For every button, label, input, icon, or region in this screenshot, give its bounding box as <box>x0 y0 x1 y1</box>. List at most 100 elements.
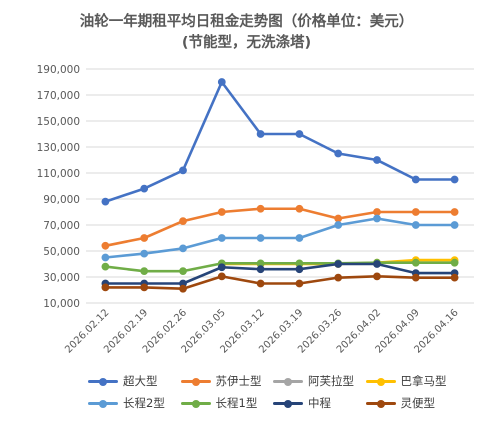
data-point <box>217 272 226 281</box>
legend-swatch <box>365 374 396 388</box>
data-point <box>217 234 226 242</box>
data-point <box>179 217 187 226</box>
series-2 <box>101 204 459 250</box>
legend-item: 中程 <box>273 395 366 411</box>
legend-marker <box>376 399 385 408</box>
series-line <box>104 80 456 203</box>
data-point <box>140 283 149 292</box>
data-point <box>140 267 149 276</box>
data-point <box>179 267 187 276</box>
series-line <box>104 217 456 259</box>
data-point <box>217 263 226 272</box>
legend-label: 超大型 <box>123 374 158 388</box>
series-1 <box>101 78 459 206</box>
legend-item: 灵便型 <box>365 395 459 411</box>
data-point <box>101 241 110 250</box>
data-point <box>217 208 226 216</box>
data-point <box>101 253 110 262</box>
legend-label: 长程1型 <box>215 396 258 410</box>
series-line <box>104 275 456 290</box>
data-point <box>256 130 265 138</box>
data-point <box>450 258 459 267</box>
data-point <box>101 197 110 206</box>
data-point <box>295 204 304 213</box>
data-point <box>411 208 420 216</box>
series-5 <box>101 214 459 262</box>
legend-item: 巴拿马型 <box>365 373 459 389</box>
legend-item: 阿芙拉型 <box>273 373 366 389</box>
data-point <box>411 273 420 282</box>
data-point <box>101 283 110 292</box>
data-point <box>256 234 265 242</box>
data-point <box>411 175 420 184</box>
series-8 <box>101 272 459 293</box>
legend-label: 中程 <box>308 396 331 410</box>
y-tick-label: 10,000 <box>43 298 80 310</box>
y-tick-label: 90,000 <box>43 194 80 206</box>
data-point <box>179 284 187 293</box>
data-point <box>256 204 265 213</box>
legend-marker <box>99 377 107 386</box>
legend-swatch <box>273 374 303 388</box>
data-point <box>411 221 420 229</box>
legend-marker <box>284 399 292 408</box>
legend-label: 巴拿马型 <box>400 374 447 388</box>
legend-marker <box>99 399 107 408</box>
data-point <box>334 221 343 229</box>
y-tick-label: 30,000 <box>43 272 80 284</box>
chart-subtitle: (节能型，无洗涤塔) <box>181 35 312 51</box>
data-point <box>450 175 459 184</box>
data-point <box>295 234 304 242</box>
series-line <box>104 262 456 285</box>
data-point <box>256 279 265 288</box>
data-point <box>450 208 459 216</box>
data-point <box>373 260 381 268</box>
data-point <box>295 265 304 274</box>
y-tick-label: 70,000 <box>43 220 80 232</box>
legend-item: 长程1型 <box>180 395 274 411</box>
data-point <box>373 156 381 164</box>
data-point <box>140 249 149 258</box>
chart-legend: 超大型 苏伊士型 阿芙拉型 巴拿马型长程2型 长程1型 中程 灵便型 <box>88 373 458 411</box>
data-point <box>140 184 149 193</box>
series-line <box>104 261 456 273</box>
y-tick-label: 50,000 <box>43 246 80 258</box>
data-point <box>179 166 187 175</box>
data-point <box>295 130 304 138</box>
legend-marker <box>191 399 200 408</box>
data-point <box>334 260 343 268</box>
data-point <box>334 273 343 282</box>
data-point <box>101 262 110 271</box>
legend-label: 灵便型 <box>400 396 436 410</box>
legend-label: 长程2型 <box>123 396 165 410</box>
legend-item: 苏伊士型 <box>180 373 274 389</box>
data-point <box>334 214 343 223</box>
data-point <box>140 234 149 242</box>
legend-swatch <box>180 374 211 388</box>
data-point <box>373 214 381 223</box>
legend-swatch <box>88 374 118 388</box>
legend-label: 阿芙拉型 <box>308 374 354 388</box>
legend-marker <box>284 377 292 386</box>
data-point <box>450 273 459 282</box>
data-point <box>256 265 265 274</box>
chart-title: 油轮一年期租平均日租金走势图（价格单位：美元） <box>79 14 414 30</box>
y-tick-label: 110,000 <box>37 168 80 180</box>
data-point <box>217 78 226 86</box>
y-tick-label: 150,000 <box>37 116 80 128</box>
data-point <box>411 258 420 267</box>
legend-marker <box>376 377 385 386</box>
legend-swatch <box>365 396 396 410</box>
legend-marker <box>191 377 200 386</box>
legend-swatch <box>180 396 211 410</box>
legend-label: 苏伊士型 <box>215 374 262 388</box>
series-6 <box>101 258 459 276</box>
data-point <box>179 244 187 253</box>
y-tick-label: 190,000 <box>37 64 80 76</box>
y-tick-label: 130,000 <box>37 142 80 154</box>
legend-swatch <box>273 396 303 410</box>
data-point <box>295 279 304 288</box>
series-line <box>104 207 456 248</box>
data-point <box>373 208 381 216</box>
